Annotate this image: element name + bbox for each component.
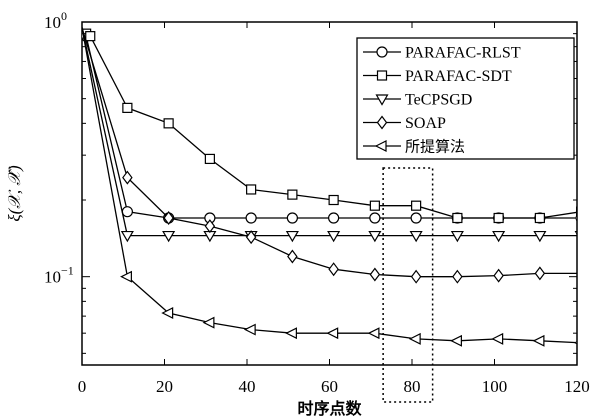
data-point <box>285 230 299 243</box>
data-point <box>532 334 545 347</box>
legend-label: PARAFAC-RLST <box>405 45 521 62</box>
x-tick-label: 100 <box>482 377 508 396</box>
x-axis-title: 时序点数 <box>297 399 362 418</box>
x-tick-label: 0 <box>78 377 87 396</box>
legend-entry: 所提算法 <box>363 138 465 156</box>
x-tick-label: 120 <box>564 377 590 396</box>
data-point <box>575 271 577 275</box>
data-point <box>328 194 339 206</box>
legend-marker <box>375 94 389 106</box>
data-point <box>202 316 215 329</box>
data-point <box>120 270 132 283</box>
data-point <box>121 206 133 218</box>
data-point <box>450 230 464 243</box>
data-point <box>452 269 463 284</box>
series-5 <box>82 27 577 347</box>
data-point <box>534 212 545 224</box>
data-point <box>491 332 504 345</box>
data-point <box>369 200 380 211</box>
data-point <box>328 262 339 277</box>
data-point <box>204 219 216 234</box>
data-point <box>369 267 381 282</box>
data-point <box>85 31 96 42</box>
data-point <box>204 153 215 165</box>
data-point <box>243 323 256 336</box>
data-point <box>163 210 174 225</box>
data-point <box>576 206 577 217</box>
legend-marker <box>374 140 387 152</box>
data-point <box>410 269 422 284</box>
data-point <box>245 212 257 224</box>
data-point <box>411 200 422 211</box>
data-point <box>492 230 506 243</box>
data-point <box>410 212 422 224</box>
y-axis-title: ξ(𝒳, 𝒳̂) <box>5 165 24 222</box>
highlight-box <box>382 167 434 403</box>
data-point <box>122 170 133 185</box>
legend-entry: PARAFAC-SDT <box>363 68 512 85</box>
x-tick-label: 40 <box>239 377 256 396</box>
x-tick-label: 60 <box>321 377 338 396</box>
legend-entry: SOAP <box>363 115 446 132</box>
data-point <box>574 230 577 236</box>
series-4 <box>82 27 577 284</box>
data-point <box>534 266 546 281</box>
data-point <box>287 249 298 264</box>
data-point <box>493 212 504 224</box>
x-tick-label: 20 <box>156 377 173 396</box>
y-tick-label: 100 <box>44 9 67 32</box>
legend-label: 所提算法 <box>405 138 465 156</box>
legend-label: PARAFAC-SDT <box>405 68 512 85</box>
legend: PARAFAC-RLST PARAFAC-SDT TeCPSGD SOAP 所提算法 <box>356 37 575 160</box>
legend-marker <box>376 46 388 58</box>
data-point <box>452 212 463 224</box>
data-point <box>368 230 382 243</box>
series-2 <box>82 28 577 224</box>
legend-entry: PARAFAC-RLST <box>363 45 521 62</box>
data-point <box>369 212 381 224</box>
legend-marker <box>376 115 388 130</box>
data-point <box>246 184 257 195</box>
data-point <box>285 327 297 340</box>
legend-entry: TeCPSGD <box>363 92 472 109</box>
data-point <box>287 189 298 200</box>
axes-layer: 0 20 40 60 80 100 120 100 10−1 <box>44 9 590 396</box>
data-point <box>120 230 134 243</box>
legend-marker <box>376 70 388 81</box>
data-point <box>122 102 133 113</box>
legend-label: SOAP <box>405 115 446 132</box>
data-point <box>326 327 339 340</box>
data-point <box>286 212 298 224</box>
data-point <box>408 332 421 345</box>
data-point <box>450 334 462 347</box>
data-point <box>367 327 380 340</box>
legend-box <box>356 37 575 160</box>
data-point <box>328 212 340 224</box>
data-point <box>533 230 547 243</box>
data-point <box>161 307 174 319</box>
series-layer <box>82 27 577 347</box>
data-point <box>573 341 577 345</box>
data-point <box>493 268 504 283</box>
data-point <box>163 118 174 129</box>
y-tick-label: 10−1 <box>44 264 74 287</box>
legend-label: TeCPSGD <box>405 92 472 109</box>
data-point <box>327 230 341 243</box>
data-point <box>162 230 176 243</box>
data-point <box>409 230 423 243</box>
series-line <box>85 33 577 219</box>
x-tick-label: 80 <box>404 377 421 396</box>
data-point <box>245 230 257 245</box>
